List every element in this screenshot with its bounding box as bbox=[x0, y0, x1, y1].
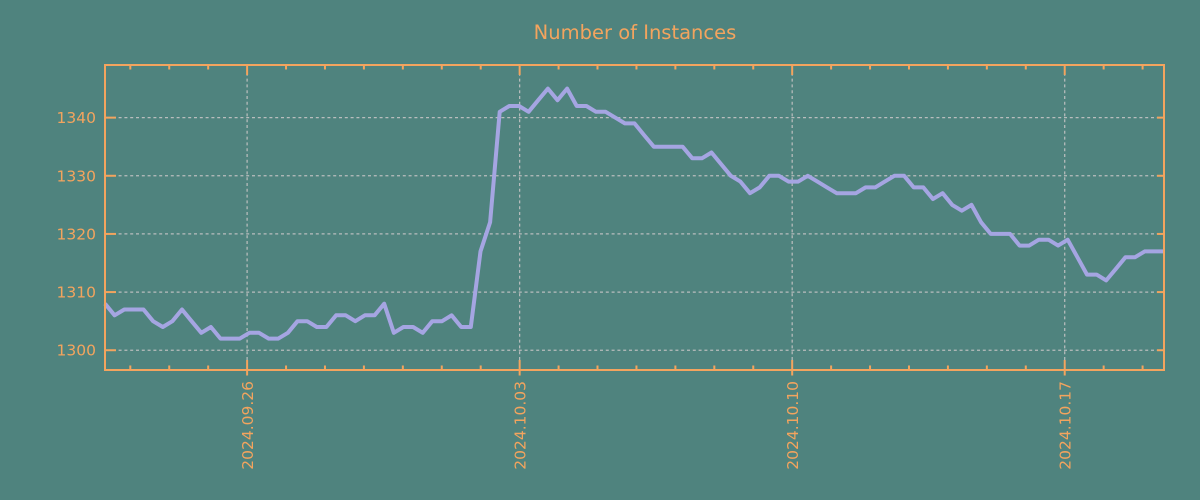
y-tick-label: 1310 bbox=[57, 284, 96, 302]
y-tick-label: 1300 bbox=[57, 342, 96, 360]
x-tick-label: 2024.10.10 bbox=[784, 381, 802, 470]
plot-border bbox=[104, 64, 1165, 371]
chart-title: Number of Instances bbox=[534, 21, 737, 44]
x-tick-label: 2024.10.17 bbox=[1057, 381, 1075, 470]
series-line bbox=[103, 86, 1164, 341]
x-tick-label: 2024.09.26 bbox=[239, 381, 257, 470]
y-tick-label: 1330 bbox=[57, 167, 96, 185]
plot-area: 1300 1310 1320 1330 1340 2024.09.26 2024.10.03… bbox=[57, 64, 1165, 470]
x-tick-label: 2024.10.03 bbox=[512, 381, 530, 470]
y-tick-label: 1320 bbox=[57, 225, 96, 243]
y-tick-label: 1340 bbox=[57, 109, 96, 127]
